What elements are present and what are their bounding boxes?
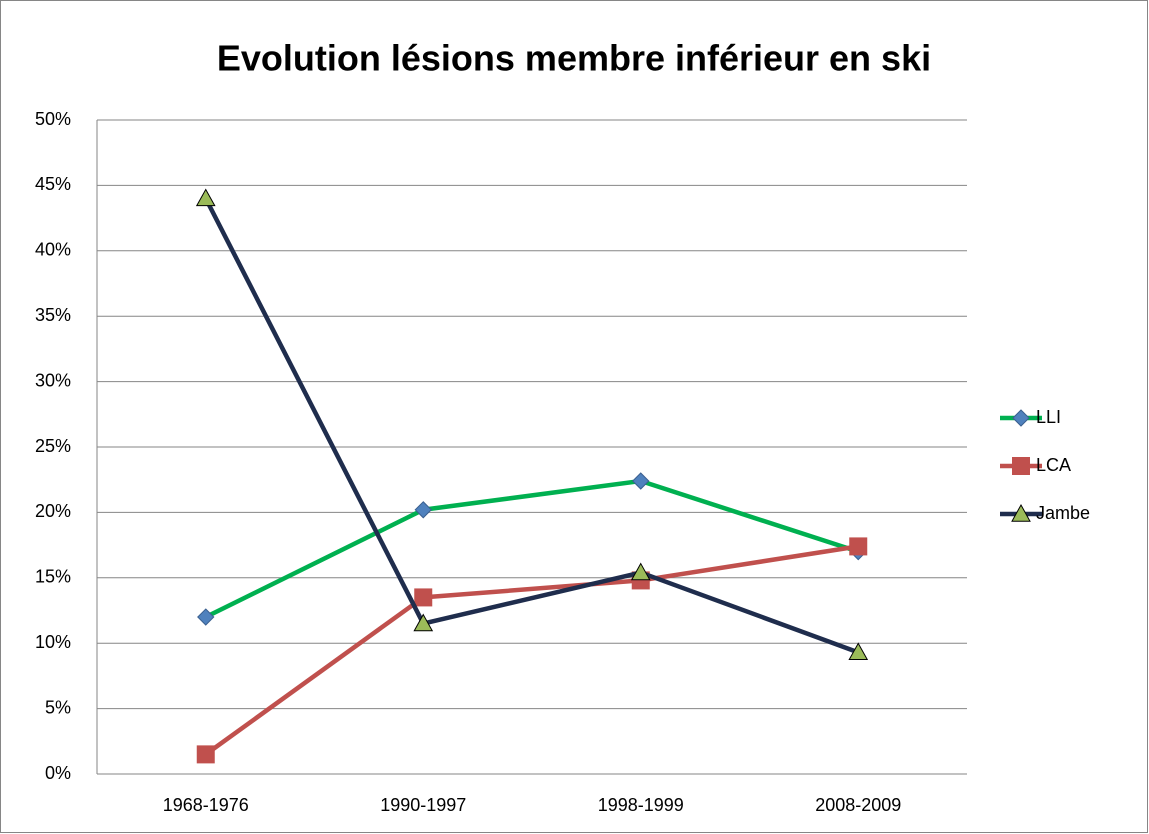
legend-label: LCA [1036, 455, 1071, 475]
marker [197, 608, 215, 626]
marker [195, 188, 216, 207]
y-tick-label: 20% [35, 501, 71, 521]
marker [196, 745, 215, 764]
marker [1012, 457, 1030, 475]
marker [414, 588, 433, 607]
marker [632, 472, 650, 490]
series-line [203, 197, 860, 655]
x-tick-label: 1968-1976 [163, 795, 249, 815]
y-tick-label: 50% [35, 109, 71, 129]
x-tick-label: 2008-2009 [815, 795, 901, 815]
series-line [204, 544, 859, 757]
legend-label: Jambe [1036, 503, 1090, 523]
y-tick-label: 0% [45, 763, 71, 783]
y-tick-label: 40% [35, 240, 71, 260]
y-tick-label: 45% [35, 174, 71, 194]
y-tick-label: 10% [35, 632, 71, 652]
y-tick-label: 30% [35, 370, 71, 390]
x-tick-label: 1998-1999 [598, 795, 684, 815]
y-tick-label: 5% [45, 697, 71, 717]
y-tick-label: 15% [35, 567, 71, 587]
marker [630, 562, 651, 581]
chart-title: Evolution lésions membre inférieur en sk… [217, 38, 931, 79]
series-line [204, 478, 859, 620]
y-tick-label: 25% [35, 436, 71, 456]
marker [413, 613, 434, 632]
y-tick-label: 35% [35, 305, 71, 325]
marker [1012, 409, 1030, 427]
marker [849, 537, 868, 556]
legend-label: LLI [1036, 407, 1061, 427]
marker [414, 501, 432, 519]
marker [1011, 503, 1031, 522]
x-tick-label: 1990-1997 [380, 795, 466, 815]
marker [848, 642, 869, 661]
